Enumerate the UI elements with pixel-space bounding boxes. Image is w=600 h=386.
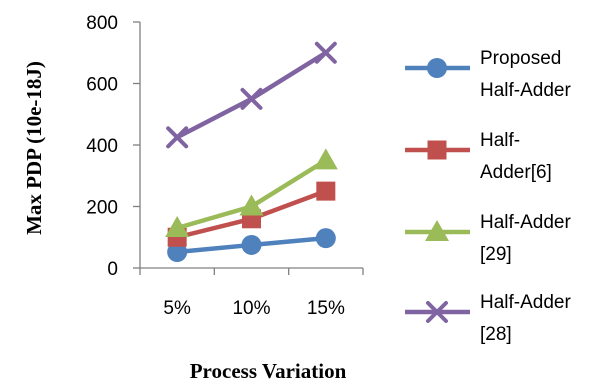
legend-label: Adder[6]: [480, 162, 552, 183]
legend-label: Half-Adder: [480, 292, 571, 313]
x-axis-title: Process Variation: [190, 359, 347, 383]
series-line: [174, 50, 329, 140]
data-point: [313, 148, 338, 170]
series-3: [165, 148, 338, 238]
data-point: [167, 242, 188, 263]
x-tick-label: 5%: [163, 298, 191, 319]
data-point: [315, 228, 336, 249]
legend-label: Proposed: [480, 48, 561, 69]
y-tick-label: 400: [86, 136, 118, 157]
legend-label: [29]: [480, 244, 512, 265]
legend-label: Half-Adder: [480, 212, 571, 233]
legend-item: Proposed Half-Adder: [405, 48, 571, 101]
data-point: [240, 87, 263, 110]
series-layer: [165, 41, 338, 263]
data-point: [165, 216, 190, 238]
legend-item: Half-Adder [28]: [405, 292, 571, 345]
series-4: [166, 41, 337, 149]
legend-marker: [427, 58, 447, 78]
x-tick-label: 15%: [307, 298, 345, 319]
data-point: [314, 41, 337, 64]
data-point: [239, 194, 264, 216]
data-point: [316, 181, 336, 201]
y-tick-label: 0: [107, 259, 118, 280]
data-point: [241, 234, 262, 255]
legend-marker: [427, 140, 447, 160]
legend-item: Half-Adder [29]: [405, 212, 571, 265]
y-axis-title: Max PDP (10e-18J): [22, 61, 46, 235]
y-tick-label: 600: [86, 75, 118, 96]
legend-marker: [426, 301, 448, 323]
legend: Proposed Half-Adder Half- Adder[6] Half-Adde…: [405, 48, 571, 345]
series-1: [167, 228, 336, 263]
data-point: [166, 126, 189, 149]
y-tick-label: 800: [86, 13, 118, 34]
y-tick-label: 200: [86, 198, 118, 219]
legend-marker: [425, 220, 449, 241]
legend-label: Half-: [480, 130, 520, 151]
legend-label: Half-Adder: [480, 80, 571, 101]
axes: 0 200 400 600 800 5% 10% 15%: [86, 13, 364, 319]
legend-label: [28]: [480, 324, 512, 345]
x-tick-label: 10%: [232, 298, 270, 319]
legend-item: Half- Adder[6]: [405, 130, 552, 183]
